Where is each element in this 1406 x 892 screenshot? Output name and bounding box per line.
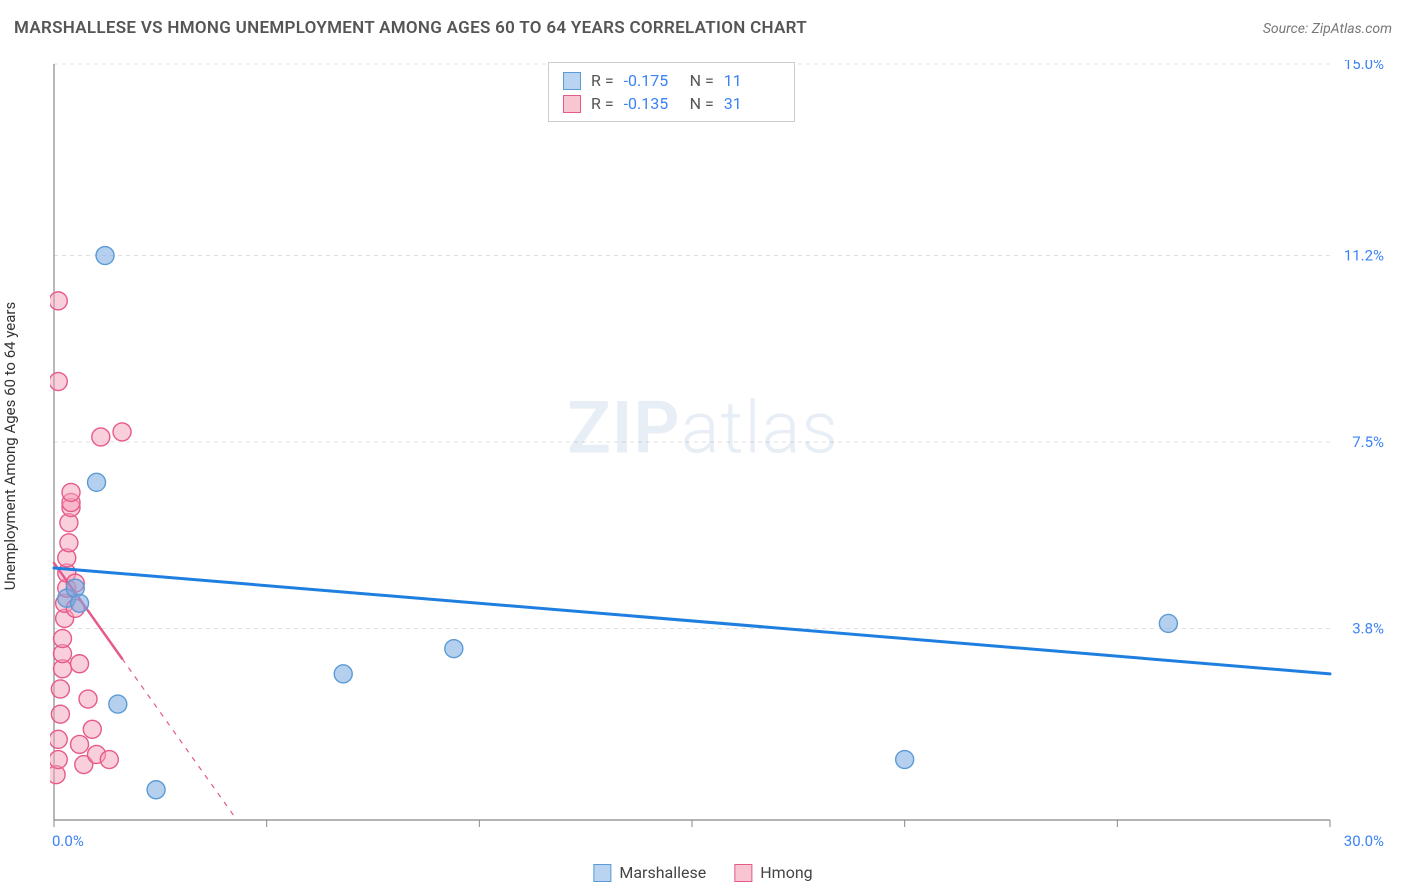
r-value: -0.175	[624, 71, 680, 90]
source-label: Source: ZipAtlas.com	[1263, 21, 1392, 37]
r-label: R =	[591, 94, 614, 113]
legend-swatch	[593, 864, 611, 882]
n-label: N =	[690, 71, 714, 90]
y-tick-label: 7.5%	[1352, 433, 1384, 451]
n-label: N =	[690, 94, 714, 113]
legend-label: Marshallese	[619, 863, 706, 882]
hmong-point	[51, 705, 69, 723]
hmong-point	[54, 630, 72, 648]
plot-svg: 3.8% 7.5% 11.2% 15.0% 0.0% 30.0%	[50, 60, 1390, 850]
marshallese-point	[1159, 614, 1177, 632]
y-axis-label: Unemployment Among Ages 60 to 64 years	[1, 302, 19, 590]
x-max-label: 30.0%	[1344, 832, 1384, 850]
scatter-plot: 3.8% 7.5% 11.2% 15.0% 0.0% 30.0%	[50, 60, 1390, 850]
marshallese-point	[109, 695, 127, 713]
hmong-point	[62, 483, 80, 501]
y-tick-label: 15.0%	[1344, 60, 1384, 73]
marshallese-point	[96, 247, 114, 265]
hmong-point	[50, 751, 67, 769]
series-swatch	[563, 95, 581, 113]
hmong-point	[50, 730, 67, 748]
legend-swatch	[734, 864, 752, 882]
legend-item: Marshallese	[593, 863, 706, 882]
hmong-point	[79, 690, 97, 708]
hmong-point	[50, 292, 67, 310]
series-swatch	[563, 72, 581, 90]
hmong-point	[100, 751, 118, 769]
hmong-point	[83, 720, 101, 738]
correlation-box: R = -0.175 N = 11 R = -0.135 N = 31	[548, 62, 795, 122]
x-min-label: 0.0%	[52, 832, 84, 850]
hmong-point	[50, 373, 67, 391]
hmong-point	[71, 655, 89, 673]
y-tick-label: 3.8%	[1352, 619, 1384, 637]
hmong-point	[51, 680, 69, 698]
r-label: R =	[591, 71, 614, 90]
marshallese-point	[88, 473, 106, 491]
correlation-row: R = -0.175 N = 11	[563, 69, 780, 92]
n-value: 31	[724, 94, 780, 113]
n-value: 11	[724, 71, 780, 90]
hmong-point	[60, 534, 78, 552]
legend-label: Hmong	[760, 863, 812, 882]
series-legend: Marshallese Hmong	[593, 863, 812, 882]
hmong-point	[113, 423, 131, 441]
hmong-point	[92, 428, 110, 446]
marshallese-point	[334, 665, 352, 683]
y-tick-label: 11.2%	[1344, 247, 1384, 265]
legend-item: Hmong	[734, 863, 812, 882]
correlation-row: R = -0.135 N = 31	[563, 92, 780, 115]
marshallese-point	[71, 594, 89, 612]
r-value: -0.135	[624, 94, 680, 113]
marshallese-point	[445, 640, 463, 658]
marshallese-point	[896, 751, 914, 769]
marshallese-point	[147, 781, 165, 799]
chart-title: MARSHALLESE VS HMONG UNEMPLOYMENT AMONG …	[14, 18, 807, 38]
hmong-point	[71, 735, 89, 753]
